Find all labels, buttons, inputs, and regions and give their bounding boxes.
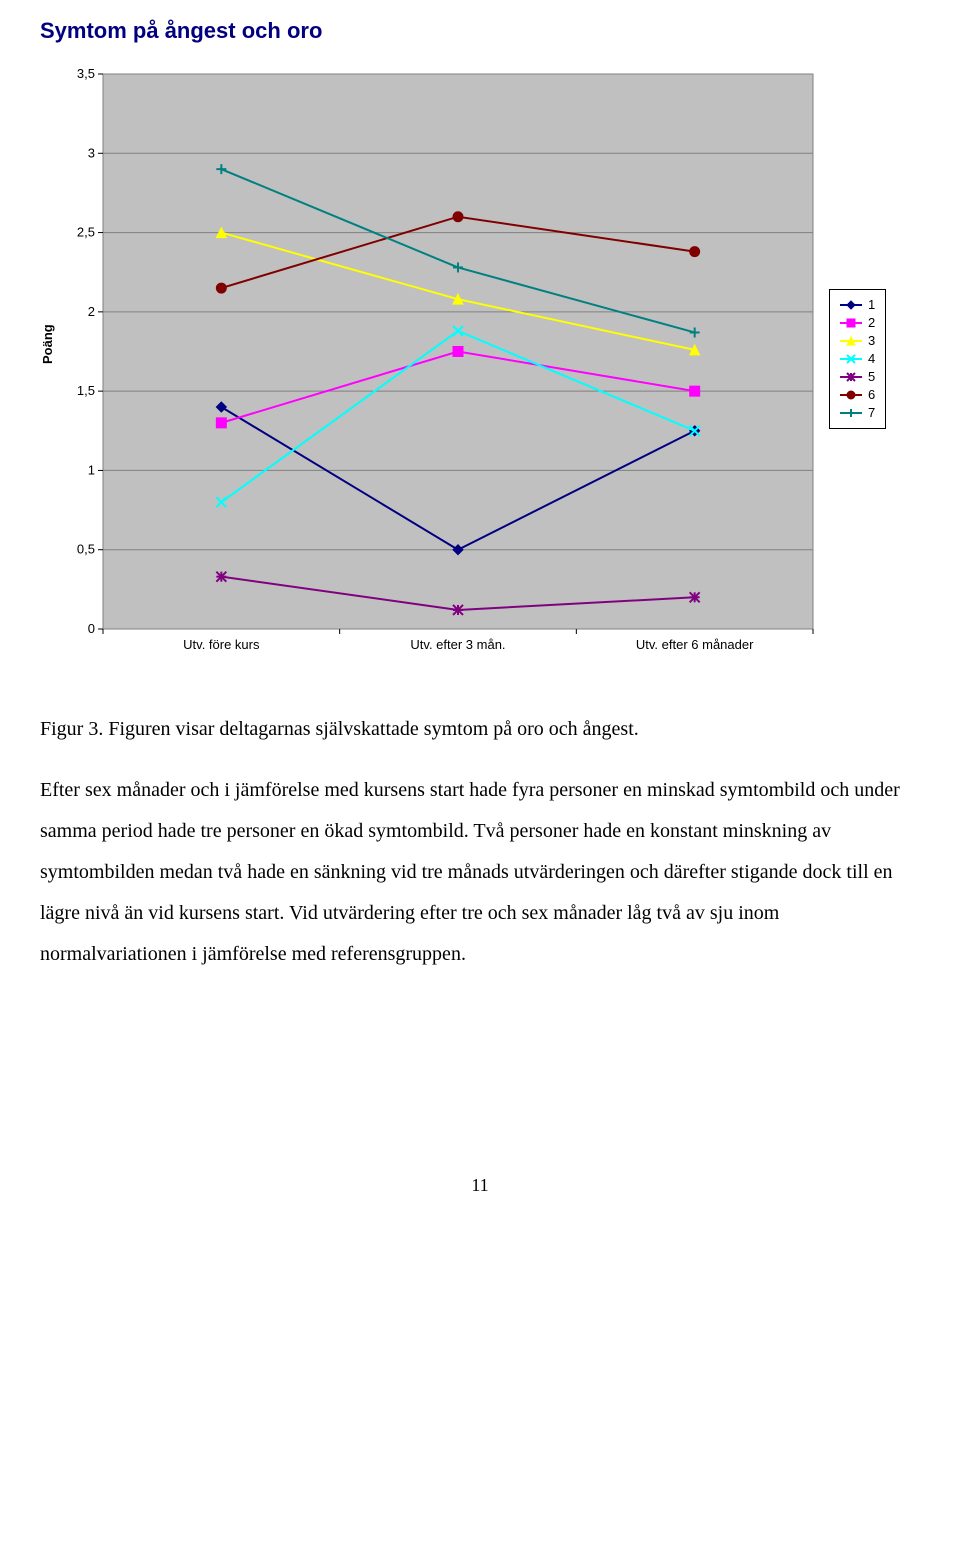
legend-item: 6 — [840, 386, 875, 404]
legend-item: 7 — [840, 404, 875, 422]
legend-box: 1234567 — [829, 289, 886, 429]
svg-text:Utv. före kurs: Utv. före kurs — [183, 637, 260, 652]
body-paragraph: Efter sex månader och i jämförelse med k… — [40, 770, 920, 975]
y-axis-label: Poäng — [40, 64, 55, 624]
svg-text:Utv. efter 3 mån.: Utv. efter 3 mån. — [410, 637, 505, 652]
svg-text:2,5: 2,5 — [77, 225, 95, 240]
legend-item: 2 — [840, 314, 875, 332]
svg-text:1: 1 — [88, 462, 95, 477]
svg-text:0,5: 0,5 — [77, 542, 95, 557]
svg-text:Utv. efter 6 månader: Utv. efter 6 månader — [636, 637, 754, 652]
chart-title: Symtom på ångest och oro — [40, 18, 920, 44]
svg-text:3,5: 3,5 — [77, 66, 95, 81]
svg-text:2: 2 — [88, 304, 95, 319]
figure-caption: Figur 3. Figuren visar deltagarnas själv… — [40, 709, 920, 750]
svg-text:3: 3 — [88, 145, 95, 160]
legend-item: 1 — [840, 296, 875, 314]
legend-item: 4 — [840, 350, 875, 368]
svg-text:0: 0 — [88, 621, 95, 636]
line-chart: 0 0,5 1 1,5 2 2,5 3 3,5 Utv. före kurs Utv. efter… — [63, 64, 823, 664]
svg-text:1,5: 1,5 — [77, 383, 95, 398]
legend-item: 5 — [840, 368, 875, 386]
legend-item: 3 — [840, 332, 875, 350]
chart-container: Poäng 0 0,5 1 1,5 2 2,5 3 3,5 Utv. före kurs Utv.… — [40, 64, 920, 664]
page-number: 11 — [40, 1175, 920, 1196]
